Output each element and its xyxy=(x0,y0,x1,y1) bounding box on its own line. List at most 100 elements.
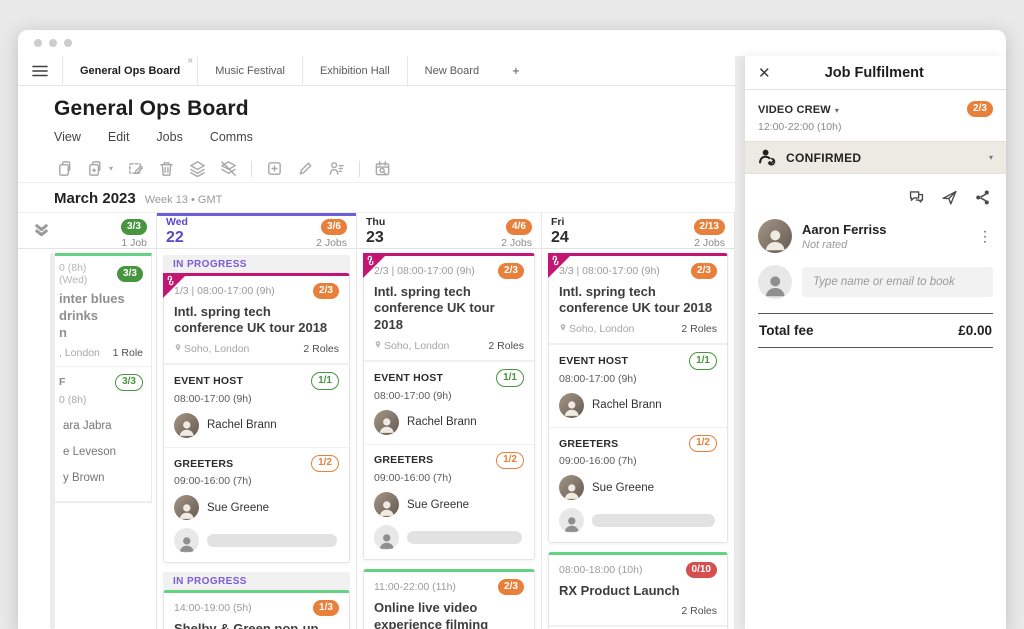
crew-row[interactable]: Rachel Brann xyxy=(374,409,524,435)
close-icon[interactable]: ✕ xyxy=(758,64,771,82)
copy-icon[interactable] xyxy=(56,160,73,177)
role-selector[interactable]: VIDEO CREW ▾ xyxy=(758,104,839,116)
job-card[interactable]: 2/3 | 08:00-17:00 (9h) 2/3 Intl. spring t… xyxy=(363,253,535,561)
role-name: GREETERS xyxy=(374,454,434,467)
calendar-search-icon[interactable] xyxy=(374,160,391,177)
role-section[interactable]: EVENT HOST 1/1 08:00-17:00 (9h) Rachel Br… xyxy=(164,364,349,447)
role-section[interactable]: GREETERS 1/2 09:00-16:00 (7h) Sue Greene xyxy=(549,426,727,543)
chevrons-down-icon[interactable] xyxy=(33,223,50,242)
crew-name[interactable]: e Leveson xyxy=(63,446,117,459)
total-fee-row: Total fee £0.00 xyxy=(758,313,993,348)
job-card-clipped[interactable]: 0 (8h) (Wed) 3/3 inter blues drinks n , … xyxy=(55,253,152,504)
tab-label: New Board xyxy=(424,64,480,77)
tab-music-festival[interactable]: Music Festival xyxy=(197,56,302,85)
job-badge: 3/3 xyxy=(117,266,143,282)
crew-name[interactable]: ara Jabra xyxy=(63,420,112,433)
menu-jobs[interactable]: Jobs xyxy=(156,130,183,144)
toolbar-divider xyxy=(359,160,361,177)
tab-label: Exhibition Hall xyxy=(319,64,390,77)
job-status-label: IN PROGRESS xyxy=(163,572,350,591)
booked-person-row[interactable]: Aaron Ferriss Not rated ⋮ xyxy=(745,209,1006,258)
tab-general-ops-board[interactable]: General Ops Board ✕ xyxy=(62,56,197,85)
section-label: CONFIRMED xyxy=(786,150,862,165)
job-badge: 2/3 xyxy=(498,263,524,279)
duplicate-icon[interactable] xyxy=(87,160,104,177)
job-status-label: IN PROGRESS xyxy=(163,255,350,273)
role-section[interactable]: GREETERS 1/2 09:00-16:00 (7h) Sue Greene xyxy=(164,446,349,563)
job-badge: 1/3 xyxy=(313,600,339,616)
layers-off-icon[interactable] xyxy=(220,160,237,177)
window-maximize-button[interactable] xyxy=(64,39,72,47)
role-time: 09:00-16:00 (7h) xyxy=(174,475,252,488)
role-section[interactable]: F 3/3 0 (8h) ara Jabra e Leveson y Brown xyxy=(55,367,151,491)
assign-user-icon[interactable] xyxy=(328,160,345,177)
pencil-icon[interactable] xyxy=(297,160,314,177)
empty-slot-bar[interactable] xyxy=(592,514,715,528)
collapsed-column-rail[interactable] xyxy=(50,253,55,629)
kebab-menu-icon[interactable]: ⋮ xyxy=(978,227,993,244)
total-fee-value: £0.00 xyxy=(958,323,992,338)
layers-icon[interactable] xyxy=(189,160,206,177)
empty-slot-row[interactable] xyxy=(559,508,717,534)
role-section[interactable]: EVENT HOST 1/1 08:00-17:00 (9h) Rachel Br… xyxy=(364,361,534,444)
person-rating: Not rated xyxy=(802,238,848,251)
location-pin-icon xyxy=(374,340,384,352)
month-label: March 2023 xyxy=(54,190,136,207)
job-location: , London xyxy=(59,346,100,359)
crew-row[interactable]: Rachel Brann xyxy=(559,392,717,418)
send-icon[interactable] xyxy=(941,189,958,206)
confirmed-section-header[interactable]: CONFIRMED ▾ xyxy=(745,141,1006,174)
job-card[interactable]: 14:00-19:00 (5h) 1/3 Shelby & Green pop-u… xyxy=(163,590,350,629)
empty-slot-row[interactable] xyxy=(374,525,524,551)
crew-name: Sue Greene xyxy=(407,498,470,511)
tab-exhibition-hall[interactable]: Exhibition Hall xyxy=(301,56,407,85)
job-card[interactable]: 1/3 | 08:00-17:00 (9h) 2/3 Intl. spring t… xyxy=(163,273,350,564)
duplicate-caret-icon[interactable]: ▾ xyxy=(109,164,114,173)
job-roles-count: 2 Roles xyxy=(681,604,717,617)
avatar xyxy=(374,409,399,435)
menu-view[interactable]: View xyxy=(54,130,81,144)
empty-slot-bar[interactable] xyxy=(207,534,337,548)
crew-row[interactable]: Sue Greene xyxy=(559,475,717,501)
crew-row[interactable]: Rachel Brann xyxy=(174,412,339,438)
menu-comms[interactable]: Comms xyxy=(209,130,253,144)
job-card[interactable]: 08:00-18:00 (10h) 0/10 RX Product Launch … xyxy=(548,552,728,629)
role-badge: 1/2 xyxy=(689,434,717,453)
share-icon[interactable] xyxy=(974,189,991,206)
role-section[interactable]: GREETERS 1/2 09:00-16:00 (7h) Sue Greene xyxy=(364,443,534,560)
trash-icon[interactable] xyxy=(158,160,175,177)
avatar xyxy=(559,475,584,501)
crew-row[interactable]: Sue Greene xyxy=(374,492,524,518)
tab-new-board[interactable]: New Board xyxy=(406,56,496,85)
column-header-thu[interactable]: Thu 23 4/6 2 Jobs xyxy=(357,213,541,249)
day-name: Thu xyxy=(366,216,386,229)
crew-name: Sue Greene xyxy=(592,481,655,494)
job-meta: 08:00-18:00 (10h) xyxy=(559,564,643,577)
crew-row[interactable]: Sue Greene xyxy=(174,495,339,521)
window-close-button[interactable] xyxy=(34,39,42,47)
job-location: Soho, London xyxy=(569,323,635,336)
role-section[interactable]: RIGGING CREW0/6 08:00-18:00 (10h) xyxy=(549,625,727,629)
menu-edit[interactable]: Edit xyxy=(107,130,130,144)
add-box-icon[interactable] xyxy=(266,160,283,177)
hamburger-menu-icon[interactable] xyxy=(18,56,62,85)
panel-header: ✕ Job Fulfilment xyxy=(745,56,1006,90)
location-pin-icon xyxy=(174,343,184,355)
window-minimize-button[interactable] xyxy=(49,39,57,47)
column-header-wed[interactable]: Wed 22 3/6 2 Jobs xyxy=(157,213,356,249)
column-header-prev[interactable]: 3/3 1 Job xyxy=(18,213,156,249)
empty-slot-row[interactable] xyxy=(174,528,339,554)
column-header-fri[interactable]: Fri 24 2/13 2 Jobs xyxy=(542,213,734,249)
role-time: 09:00-16:00 (7h) xyxy=(559,455,637,468)
empty-slot-bar[interactable] xyxy=(407,531,522,545)
job-card[interactable]: 3/3 | 08:00-17:00 (9h) 2/3 Intl. spring t… xyxy=(548,253,728,544)
chat-icon[interactable] xyxy=(908,189,925,206)
tab-close-icon[interactable]: ✕ xyxy=(187,58,194,65)
add-tab-button[interactable]: + xyxy=(512,63,520,78)
marquee-edit-icon[interactable] xyxy=(127,160,144,177)
crew-name[interactable]: y Brown xyxy=(63,472,105,485)
job-card[interactable]: 11:00-22:00 (11h) 2/3 Online live video e… xyxy=(363,569,535,629)
role-section[interactable]: EVENT HOST 1/1 08:00-17:00 (9h) Rachel Br… xyxy=(549,344,727,427)
book-crew-input[interactable] xyxy=(802,267,993,297)
day-jobs-count: 1 Job xyxy=(121,236,147,249)
